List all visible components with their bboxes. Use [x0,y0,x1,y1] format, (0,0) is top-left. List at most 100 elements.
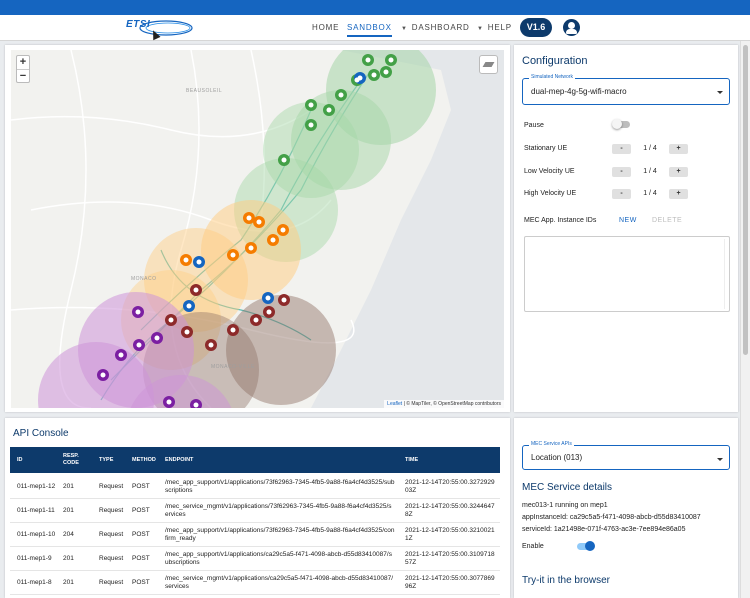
cell-resp-code: 201 [63,555,74,562]
etsi-logo[interactable]: ETSI [126,17,194,39]
app-instance-id-text: appInstanceId: ca29c5a5-f471-4098-abcb-d… [522,514,701,521]
stationary-ue-label: Stationary UE [524,145,568,152]
cell-type: Request [99,555,124,562]
cell-time: 2021-12-14T20:55:00.310971857Z [405,551,495,566]
pause-toggle[interactable] [612,119,630,129]
table-row[interactable]: 011-mep1-12 201 Request POST /mec_app_su… [10,475,500,499]
low-velocity-ue-increment-button[interactable]: + [669,167,688,177]
header-endpoint[interactable]: ENDPOINT [165,457,194,463]
cell-endpoint: /mec_service_mgmt/v1/applications/ca29c5… [165,575,394,590]
low-velocity-ue-label: Low Velocity UE [524,168,575,175]
cell-type: Request [99,531,124,538]
map-card: BEAUSOLEIL MONACO MONACO-VILLE + − Leafl… [5,45,510,412]
map-label-beausoleil: BEAUSOLEIL [186,88,222,94]
cell-method: POST [132,531,150,538]
mec-service-details-title: MEC Service details [522,482,613,493]
mec-service-apis-select[interactable]: MEC Service APIs Location (013) [522,441,730,470]
attribution-text: | © MapTiler, © OpenStreetMap contributo… [402,401,501,407]
cell-time: 2021-12-14T20:55:00.307786996Z [405,575,495,590]
new-button[interactable]: NEW [619,217,637,224]
low-velocity-ue-decrement-button[interactable]: - [612,167,631,177]
mec-app-instance-ids-label: MEC App. Instance IDs [524,217,597,224]
map-label-monaco-ville: MONACO-VILLE [211,364,255,370]
low-velocity-ue-value: 1 / 4 [643,168,657,175]
zoom-out-button[interactable]: − [17,69,29,82]
delete-button[interactable]: DELETE [652,217,683,224]
poa-markers[interactable] [97,54,397,408]
cell-time: 2021-12-14T20:55:00.32100211Z [405,527,495,542]
cell-method: POST [132,483,150,490]
cell-type: Request [99,483,124,490]
service-id-text: serviceId: 1a21498e-071f-4763-ac3e-7ee89… [522,526,686,533]
layers-icon[interactable] [479,55,498,74]
caret-down-icon: ▼ [401,26,408,32]
stationary-ue-value: 1 / 4 [643,145,657,152]
header-method[interactable]: METHOD [132,457,156,463]
cell-endpoint: /mec_app_support/v1/applications/73f6296… [165,479,395,494]
caret-down-icon: ▼ [477,26,484,32]
table-row[interactable]: 011-mep1-8 201 Request POST /mec_service… [10,571,500,595]
cell-resp-code: 201 [63,507,74,514]
stationary-ue-decrement-button[interactable]: - [612,144,631,154]
high-velocity-ue-label: High Velocity UE [524,190,577,197]
cell-id: 011-mep1-12 [17,483,56,490]
table-row[interactable]: 011-mep1-11 201 Request POST /mec_servic… [10,499,500,523]
table-row[interactable]: 011-mep1-10 204 Request POST /mec_app_su… [10,523,500,547]
cell-time: 2021-12-14T20:55:00.32446478Z [405,503,495,518]
cell-resp-code: 204 [63,531,74,538]
mec-service-apis-value: Location (013) [531,453,583,462]
table-row[interactable]: 011-mep1-9 201 Request POST /mec_app_sup… [10,547,500,571]
leaflet-link[interactable]: Leaflet [387,401,403,407]
cell-method: POST [132,555,150,562]
simulated-network-label: Simulated Network [529,74,575,80]
high-velocity-ue-value: 1 / 4 [643,190,657,197]
high-velocity-ue-stepper: - 1 / 4 + [612,189,688,199]
nav-home[interactable]: HOME [312,23,340,32]
cell-method: POST [132,507,150,514]
mec-app-instance-ids-textarea[interactable] [524,236,730,312]
pause-label: Pause [524,122,544,129]
simulated-network-select[interactable]: Simulated Network dual-mep-4g-5g-wifi-ma… [522,74,730,105]
nav-dashboard[interactable]: ▼ DASHBOARD [401,23,470,32]
map-view[interactable]: BEAUSOLEIL MONACO MONACO-VILLE + − Leafl… [11,50,504,408]
top-strip [0,0,750,15]
cell-id: 011-mep1-9 [17,555,52,562]
stationary-ue-increment-button[interactable]: + [669,144,688,154]
nav-help-label: HELP [487,23,512,32]
cell-endpoint: /mec_service_mgmt/v1/applications/73f629… [165,503,392,518]
version-badge[interactable]: V1.6 [520,18,552,37]
api-console-title: API Console [13,428,69,439]
header-resp-code[interactable]: RESP. CODE [63,453,79,466]
header-time[interactable]: TIME [405,457,419,463]
account-icon[interactable] [563,19,580,36]
cell-type: Request [99,507,124,514]
cell-method: POST [132,579,150,586]
enable-toggle[interactable] [577,541,595,551]
nav-help[interactable]: ▼ HELP [477,23,512,32]
configuration-card: Configuration Simulated Network dual-mep… [514,45,738,412]
cell-time: 2021-12-14T20:55:00.327292903Z [405,479,495,494]
nav-sandbox[interactable]: SANDBOX [347,23,392,37]
cell-endpoint: /mec_app_support/v1/applications/73f6296… [165,527,395,542]
zoom-in-button[interactable]: + [19,56,27,68]
cell-id: 011-mep1-8 [17,579,52,586]
logo-text: ETSI [126,19,151,30]
map-attribution: Leaflet | © MapTiler, © OpenStreetMap co… [384,400,504,408]
cell-resp-code: 201 [63,579,74,586]
page-scrollbar[interactable] [740,41,750,598]
cell-endpoint: /mec_app_support/v1/applications/ca29c5a… [165,551,392,566]
zoom-control: + − [16,55,30,83]
high-velocity-ue-decrement-button[interactable]: - [612,189,631,199]
high-velocity-ue-increment-button[interactable]: + [669,189,688,199]
roads [11,50,355,408]
sea-area [311,50,504,408]
header-id[interactable]: ID [17,457,23,463]
low-velocity-ue-stepper: - 1 / 4 + [612,167,688,177]
service-running-text: mec013-1 running on mep1 [522,502,608,509]
navbar: ETSI HOME SANDBOX ▼ DASHBOARD ▼ HELP V1.6 [0,15,750,41]
map-canvas: BEAUSOLEIL MONACO MONACO-VILLE [11,50,504,408]
cell-id: 011-mep1-10 [17,531,56,538]
try-it-title: Try-it in the browser [522,575,610,586]
header-type[interactable]: TYPE [99,457,114,463]
enable-label: Enable [522,543,544,550]
